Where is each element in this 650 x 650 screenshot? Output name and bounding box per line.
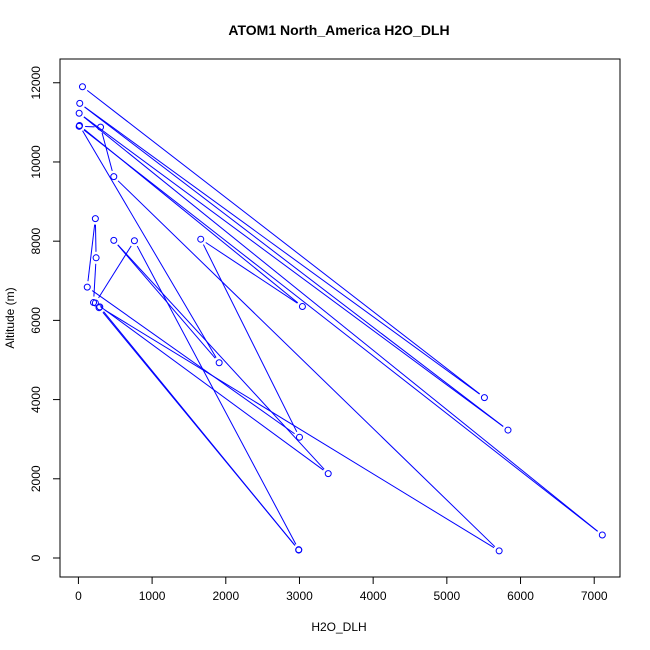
y-tick-label: 4000 <box>29 386 43 413</box>
x-tick-label: 3000 <box>286 589 313 603</box>
x-tick-label: 7000 <box>581 589 608 603</box>
series-segment <box>93 263 97 297</box>
series-segment <box>86 89 480 395</box>
series-lines <box>82 89 598 549</box>
series-segment <box>205 242 298 304</box>
x-axis: 0 1000 2000 3000 4000 5000 6000 7000 <box>75 576 608 603</box>
data-point <box>96 303 104 311</box>
data-point <box>95 304 103 312</box>
plot-frame <box>59 58 621 578</box>
data-point <box>110 236 118 244</box>
data-point <box>91 299 99 307</box>
series-segment <box>117 244 325 470</box>
series-segment <box>117 180 496 548</box>
data-point <box>197 235 205 243</box>
series-segment <box>99 306 324 471</box>
x-tick-label: 5000 <box>433 589 460 603</box>
series-segment <box>136 245 297 545</box>
data-point <box>598 531 606 539</box>
series-segment <box>83 129 598 532</box>
series-segment <box>98 245 132 299</box>
data-point <box>76 99 84 107</box>
y-axis-label: Altitude (m) <box>3 287 17 348</box>
data-point <box>91 215 99 223</box>
x-axis-label: H2O_DLH <box>311 620 366 634</box>
y-tick-label: 0 <box>29 554 43 561</box>
data-point <box>92 254 100 262</box>
series-segment <box>91 290 295 435</box>
chart-title: ATOM1 North_America H2O_DLH <box>228 22 449 38</box>
series-segment <box>83 116 504 427</box>
data-point <box>97 123 105 131</box>
y-tick-label: 6000 <box>29 307 43 334</box>
data-point <box>76 122 84 130</box>
data-point <box>83 283 91 291</box>
data-point <box>295 433 303 441</box>
series-segment <box>87 224 96 282</box>
y-axis: 0 2000 4000 6000 8000 10000 12000 <box>29 66 61 561</box>
data-point <box>215 359 223 367</box>
x-tick-label: 6000 <box>507 589 534 603</box>
series-segment <box>84 106 480 395</box>
y-tick-label: 10000 <box>29 145 43 179</box>
data-point <box>295 546 303 554</box>
x-tick-label: 4000 <box>360 589 387 603</box>
series-segment <box>101 132 113 171</box>
x-tick-label: 2000 <box>212 589 239 603</box>
series-segment <box>83 128 299 304</box>
data-point <box>480 394 488 402</box>
series-segment <box>94 224 97 252</box>
x-tick-label: 1000 <box>139 589 166 603</box>
series-segment <box>83 116 598 532</box>
data-point <box>495 547 503 555</box>
x-tick-label: 0 <box>75 589 82 603</box>
data-point <box>504 426 512 434</box>
y-tick-label: 12000 <box>29 66 43 100</box>
data-point <box>324 470 332 478</box>
data-point <box>130 237 138 245</box>
data-point <box>298 303 306 311</box>
data-point <box>78 83 86 91</box>
series-segment <box>104 309 495 549</box>
series-segment <box>102 312 296 546</box>
series-segment <box>84 106 504 427</box>
series-points <box>75 83 606 555</box>
series-segment <box>82 130 217 358</box>
y-tick-label: 2000 <box>29 465 43 492</box>
data-point <box>75 109 83 117</box>
y-tick-label: 8000 <box>29 228 43 255</box>
series-segment <box>202 244 298 433</box>
data-point <box>110 173 118 181</box>
